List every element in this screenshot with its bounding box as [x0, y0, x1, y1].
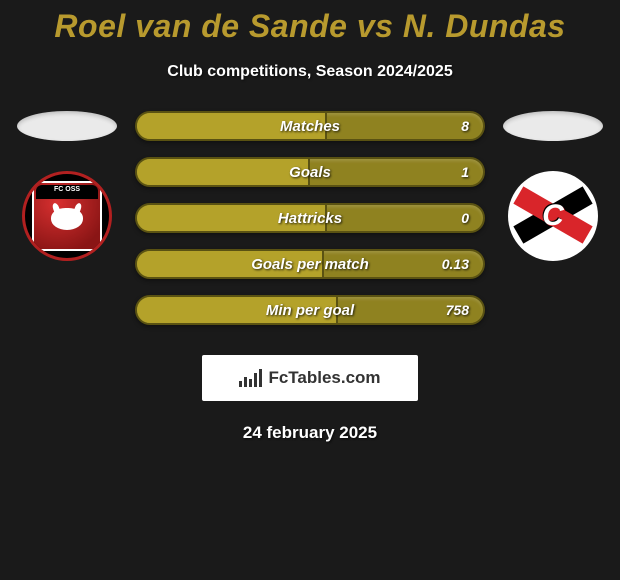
right-player-col: C: [503, 111, 603, 261]
stat-row-goals-per-match: Goals per match 0.13: [135, 249, 485, 279]
stat-row-hattricks: Hattricks 0: [135, 203, 485, 233]
left-badge-shield: FC OSS: [32, 181, 102, 251]
right-player-photo-placeholder: [503, 111, 603, 141]
stat-bars: Matches 8 Goals 1 Hattricks 0 Goals per …: [135, 111, 485, 325]
stat-label: Goals: [289, 164, 331, 181]
date-text: 24 february 2025: [0, 423, 620, 443]
left-player-photo-placeholder: [17, 111, 117, 141]
stat-value: 8: [461, 118, 469, 134]
source-logo: FcTables.com: [202, 355, 418, 401]
stat-row-min-per-goal: Min per goal 758: [135, 295, 485, 325]
bar-chart-icon: [239, 369, 262, 387]
left-player-col: FC OSS: [17, 111, 117, 261]
right-badge-shield: C: [516, 179, 590, 253]
stat-label: Hattricks: [278, 210, 342, 227]
stat-label: Matches: [280, 118, 340, 135]
page-title: Roel van de Sande vs N. Dundas: [0, 0, 620, 45]
stat-fill: [137, 159, 310, 185]
stat-row-matches: Matches 8: [135, 111, 485, 141]
left-team-badge: FC OSS: [22, 171, 112, 261]
right-team-badge: C: [508, 171, 598, 261]
comparison-infographic: Roel van de Sande vs N. Dundas Club comp…: [0, 0, 620, 443]
stat-label: Min per goal: [266, 302, 354, 319]
source-logo-text: FcTables.com: [268, 368, 380, 388]
right-badge-letter: C: [542, 199, 564, 233]
stat-label: Goals per match: [251, 256, 369, 273]
comparison-area: FC OSS Matches 8 Goals 1 Hattricks 0: [0, 111, 620, 325]
stat-value: 0.13: [442, 256, 469, 272]
stat-value: 0: [461, 210, 469, 226]
stat-value: 1: [461, 164, 469, 180]
left-badge-text: FC OSS: [54, 186, 80, 193]
stat-row-goals: Goals 1: [135, 157, 485, 187]
stat-value: 758: [446, 302, 469, 318]
page-subtitle: Club competitions, Season 2024/2025: [0, 63, 620, 81]
bull-icon: [51, 208, 83, 230]
